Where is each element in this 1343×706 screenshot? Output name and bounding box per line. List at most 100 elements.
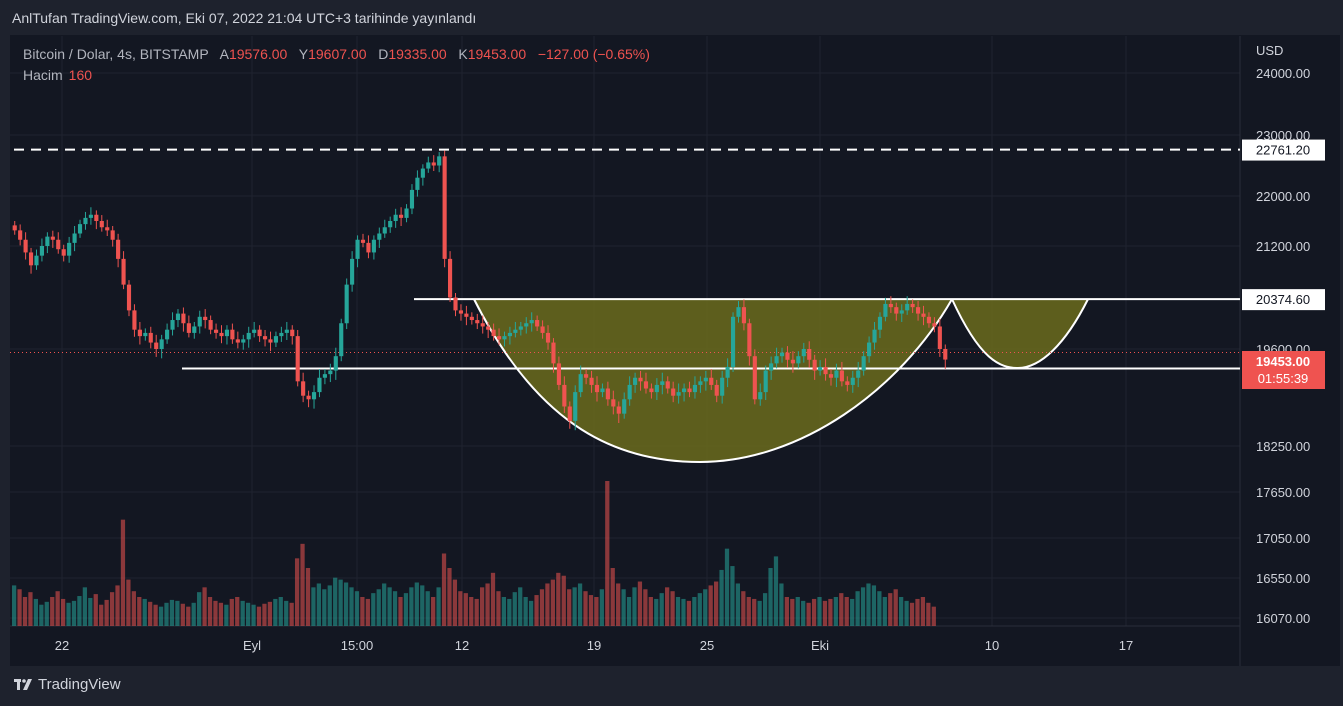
volume-bar [605,481,610,626]
volume-bar [207,597,213,626]
price-tick-label: 24000.00 [1256,66,1310,81]
legend-low-label: D [378,46,389,62]
time-tick-label: Eki [811,638,829,653]
volume-bar [697,593,702,626]
candle-body [458,310,464,314]
volume-bar [305,568,311,626]
volume-bar [33,598,39,626]
candle-body [61,249,66,256]
volume-bar [447,568,452,626]
price-tick-label: 16070.00 [1256,611,1310,626]
candle-body [638,377,643,382]
volume-bar [197,592,202,626]
candle-body [556,363,561,385]
volume-bar [360,597,365,626]
candle-body [480,323,485,327]
volume-bar [66,602,71,626]
volume-bar [240,600,245,626]
candle-body [709,377,714,385]
volume-bar [588,595,594,626]
candle-body [671,388,676,396]
volume-bar [556,572,561,626]
candle-body [660,381,665,385]
level-label-bg [1242,139,1325,161]
volume-bar [387,587,392,626]
level-label-bg [1242,289,1325,311]
candle-body [622,399,627,414]
candle-body [295,336,300,382]
volume-bar [50,597,55,626]
price-tick-label: 17650.00 [1256,485,1310,500]
volume-bar [926,602,931,626]
volume-bar [137,597,142,626]
volume-bar [610,568,615,626]
volume-bar [338,579,343,626]
candle-body [594,384,600,393]
candle-body [513,329,518,333]
candle-body [197,316,202,327]
volume-bar [888,593,893,626]
volume-bar [354,591,360,626]
legend-ohlc: Bitcoin / Dolar, 4s, BITSTAMP A19576.00 … [23,46,650,62]
volume-bar [572,587,577,626]
candle-body [252,329,257,333]
volume-bar [474,598,479,626]
volume-bar [485,583,490,626]
candle-body [551,342,556,364]
legend-close-label: K [458,46,468,62]
candle-body [39,246,44,256]
price-tick-label: 16550.00 [1256,571,1310,586]
volume-bar [398,597,403,626]
legend-change: −127.00 (−0.65%) [537,46,650,62]
candle-body [823,366,828,375]
time-tick-label: 19 [587,638,601,653]
candle-body [676,392,681,396]
candle-body [23,239,28,253]
time-tick-label: 10 [985,638,999,653]
candle-body [545,332,551,343]
candle-body [698,381,703,385]
volume-bar [539,589,545,626]
candle-body [469,316,474,321]
candle-body [861,356,866,371]
volume-bar [523,597,528,626]
candle-body [257,329,262,337]
candle-body [99,221,104,228]
candle-body [502,336,507,340]
candle-body [116,239,121,259]
volume-bar [452,579,458,626]
footer-brand[interactable]: TradingView [14,676,121,693]
candle-body [600,388,605,393]
volume-bar [501,597,507,626]
volume-bar [915,598,920,626]
candle-body [148,332,153,343]
candle-body [872,329,877,343]
time-tick-label: 17 [1119,638,1133,653]
candle-body [399,214,404,218]
volume-bar [708,585,713,626]
volume-bar [436,587,441,626]
volume-bar [229,598,234,626]
volume-bar [469,597,474,626]
candle-body [333,356,338,371]
candle-body [306,395,311,400]
candle-body [703,377,708,382]
candle-body [796,356,801,364]
candle-body [943,349,948,360]
volume-bar [822,600,828,626]
volume-bar [790,598,795,626]
candle-body [758,392,763,400]
volume-bar [327,585,332,626]
volume-bar [621,589,626,626]
candle-body [219,332,224,337]
volume-bar [284,600,289,626]
candle-body [736,307,741,317]
legend-high: 19607.00 [308,46,367,62]
candle-body [322,374,327,378]
candle-body [932,323,937,327]
volume-bar [425,591,430,626]
volume-bar [82,587,87,626]
volume-bar [577,583,583,626]
candle-body [850,377,855,385]
